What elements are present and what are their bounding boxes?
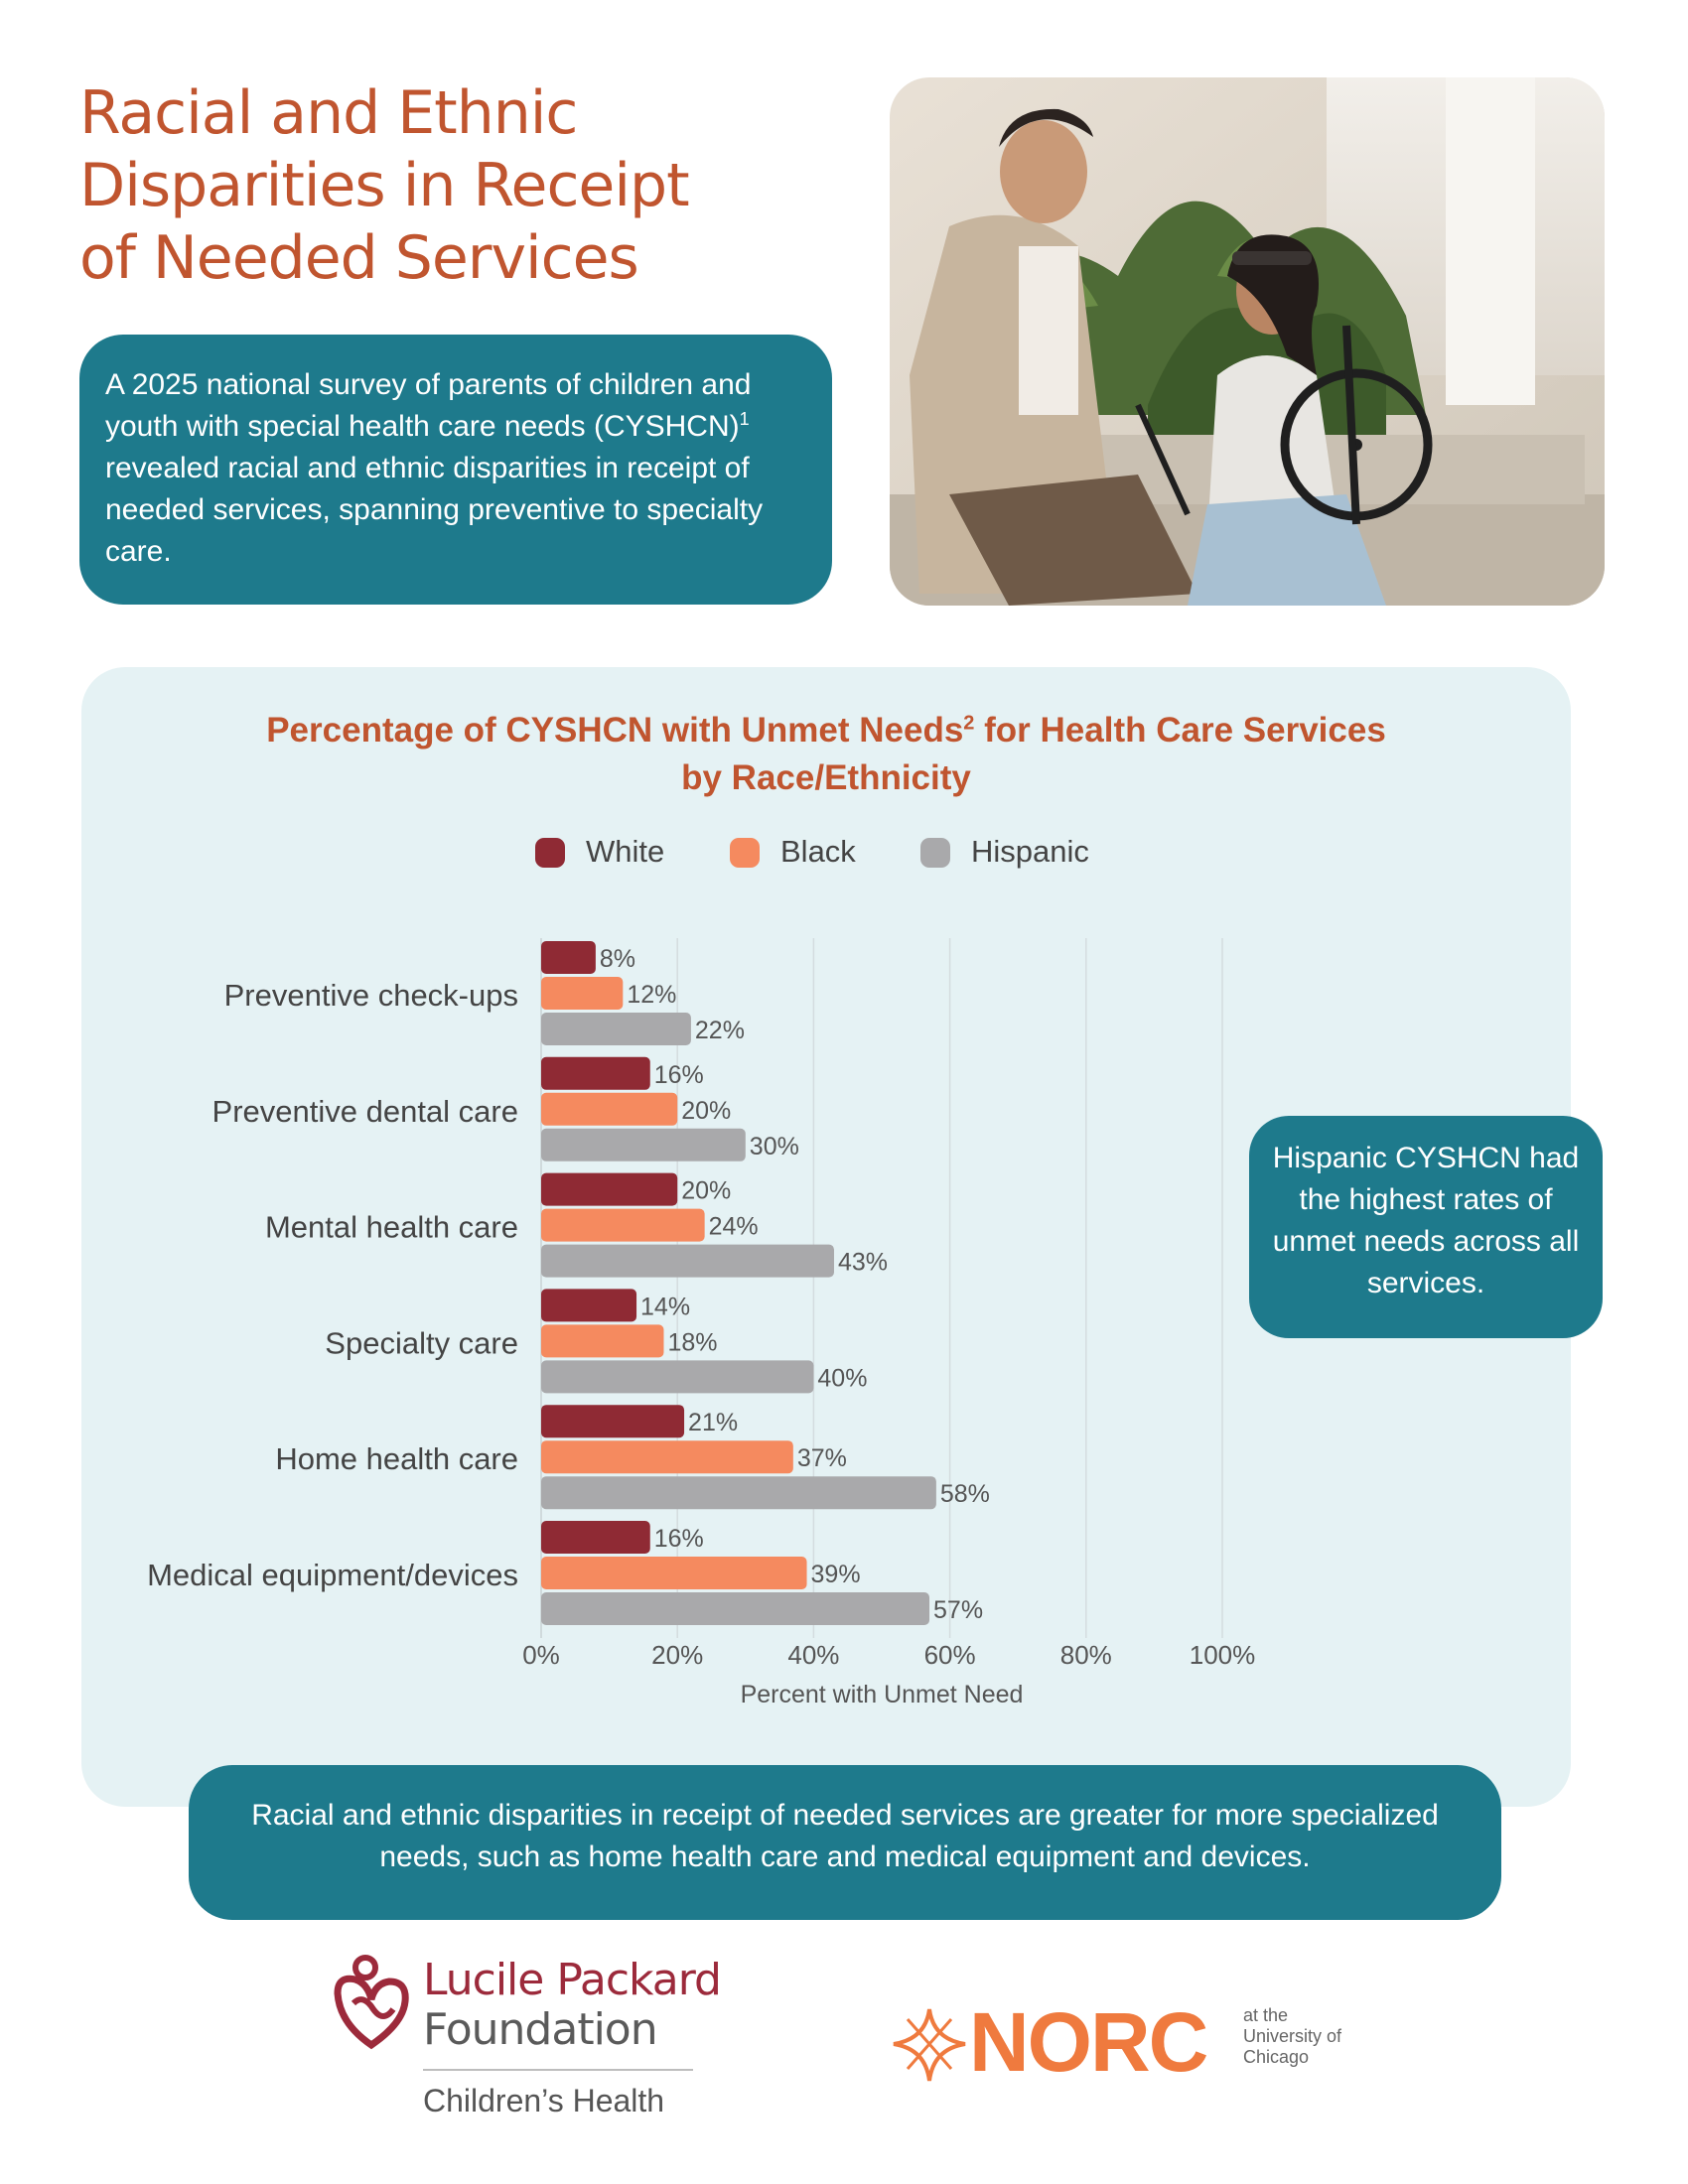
- bottom-note-box: Racial and ethnic disparities in receipt…: [189, 1765, 1501, 1920]
- lucile-packard-logo: Lucile Packard Foundation Children’s Hea…: [328, 1954, 745, 2134]
- category-label: Home health care: [275, 1441, 518, 1476]
- page-title: Racial and Ethnic Disparities in Receipt…: [79, 77, 774, 295]
- x-tick-label: 20%: [651, 1640, 703, 1670]
- legend-label-black: Black: [780, 834, 856, 869]
- bar: [541, 1557, 807, 1589]
- intro-footnote-mark: 1: [739, 409, 750, 429]
- intro-box: A 2025 national survey of parents of chi…: [79, 335, 832, 605]
- chart-title-part-1: Percentage of CYSHCN with Unmet Needs: [266, 711, 964, 750]
- chart-title-line-2: by Race/Ethnicity: [681, 758, 971, 797]
- bar: [541, 1360, 814, 1394]
- data-label: 16%: [654, 1061, 704, 1089]
- norc-aff-line-3: Chicago: [1243, 2047, 1310, 2067]
- photo-image: [890, 77, 1605, 606]
- x-tick-label: 100%: [1190, 1640, 1256, 1670]
- callout-box: Hispanic CYSHCN had the highest rates of…: [1249, 1116, 1603, 1338]
- chart-title-line-1: Percentage of CYSHCN with Unmet Needs2 f…: [81, 707, 1571, 754]
- legend-label-hispanic: Hispanic: [971, 834, 1089, 869]
- data-label: 40%: [817, 1364, 867, 1392]
- norc-affiliation: at the University of Chicago: [1243, 2005, 1382, 2068]
- legend-swatch-hispanic: [920, 838, 950, 868]
- bar: [541, 941, 596, 974]
- chart-title-footnote-mark: 2: [963, 712, 975, 735]
- data-label: 30%: [750, 1133, 799, 1160]
- legend-swatch-black: [730, 838, 760, 868]
- bar: [541, 1244, 834, 1278]
- data-label: 18%: [667, 1328, 717, 1356]
- category-label: Preventive dental care: [212, 1094, 518, 1129]
- norc-aff-line-1: at the: [1243, 2005, 1289, 2025]
- norc-logo: NORC at the University of Chicago: [890, 1993, 1366, 2093]
- data-label: 20%: [681, 1177, 731, 1205]
- lpf-divider: [423, 2069, 693, 2071]
- chart-title: Percentage of CYSHCN with Unmet Needs2 f…: [81, 707, 1571, 802]
- data-label: 12%: [627, 981, 676, 1009]
- title-line-2: Disparities in Receipt: [79, 151, 690, 220]
- photo-illustration: [890, 77, 1605, 606]
- title-line-1: Racial and Ethnic: [79, 78, 578, 148]
- category-label: Mental health care: [265, 1210, 518, 1245]
- bar: [541, 1405, 685, 1438]
- bar: [541, 1172, 678, 1206]
- legend-swatch-white: [535, 838, 565, 868]
- bottom-note-text: Racial and ethnic disparities in receipt…: [251, 1799, 1439, 1873]
- data-label: 8%: [600, 945, 635, 973]
- lpf-heart-icon: [334, 1955, 409, 2050]
- bar: [541, 1056, 650, 1090]
- intro-text-2: revealed racial and ethnic disparities i…: [105, 452, 764, 568]
- category-label: Preventive check-ups: [224, 978, 518, 1013]
- bar: [541, 1013, 691, 1045]
- data-label: 14%: [640, 1293, 690, 1320]
- data-label: 20%: [681, 1097, 731, 1125]
- data-label: 43%: [838, 1249, 888, 1277]
- norc-aff-line-2: University of: [1243, 2026, 1342, 2046]
- chart-legend: White Black Hispanic: [0, 830, 1688, 874]
- bar: [541, 1476, 936, 1510]
- data-label: 57%: [933, 1596, 983, 1624]
- data-label: 37%: [797, 1444, 847, 1472]
- category-label: Specialty care: [325, 1325, 518, 1360]
- x-tick-label: 60%: [924, 1640, 976, 1670]
- category-label: Medical equipment/devices: [147, 1558, 518, 1592]
- data-label: 22%: [695, 1017, 745, 1044]
- norc-wordmark: NORC: [969, 1995, 1208, 2089]
- lpf-name-line-2: Foundation: [423, 2004, 658, 2055]
- data-label: 24%: [709, 1213, 759, 1241]
- legend-label-white: White: [586, 834, 665, 869]
- bar: [541, 1440, 793, 1474]
- bar: [541, 977, 624, 1010]
- lpf-subtitle: Children’s Health: [423, 2083, 665, 2118]
- x-tick-label: 40%: [787, 1640, 839, 1670]
- bar: [541, 1128, 746, 1161]
- bar: [541, 1521, 650, 1554]
- title-line-3: of Needed Services: [79, 223, 639, 293]
- callout-text: Hispanic CYSHCN had the highest rates of…: [1272, 1142, 1580, 1299]
- data-label: 16%: [654, 1525, 704, 1553]
- bar-chart: Preventive check-ups 8% 12% 22% Preventive d…: [147, 938, 1256, 1708]
- data-label: 39%: [811, 1561, 861, 1588]
- bar: [541, 1592, 930, 1625]
- x-axis-label: Percent with Unmet Need: [741, 1681, 1024, 1708]
- norc-star-icon: [893, 2008, 966, 2082]
- bar: [541, 1208, 705, 1242]
- lpf-name-line-1: Lucile Packard: [423, 1955, 722, 2005]
- x-tick-label: 0%: [522, 1640, 560, 1670]
- intro-text-1: A 2025 national survey of parents of chi…: [105, 368, 752, 443]
- bar: [541, 1289, 637, 1322]
- x-tick-label: 80%: [1060, 1640, 1112, 1670]
- bar: [541, 1092, 678, 1126]
- data-label: 21%: [688, 1409, 738, 1436]
- chart-title-part-2: for Health Care Services: [974, 711, 1386, 750]
- bar: [541, 1324, 664, 1358]
- data-label: 58%: [940, 1480, 990, 1508]
